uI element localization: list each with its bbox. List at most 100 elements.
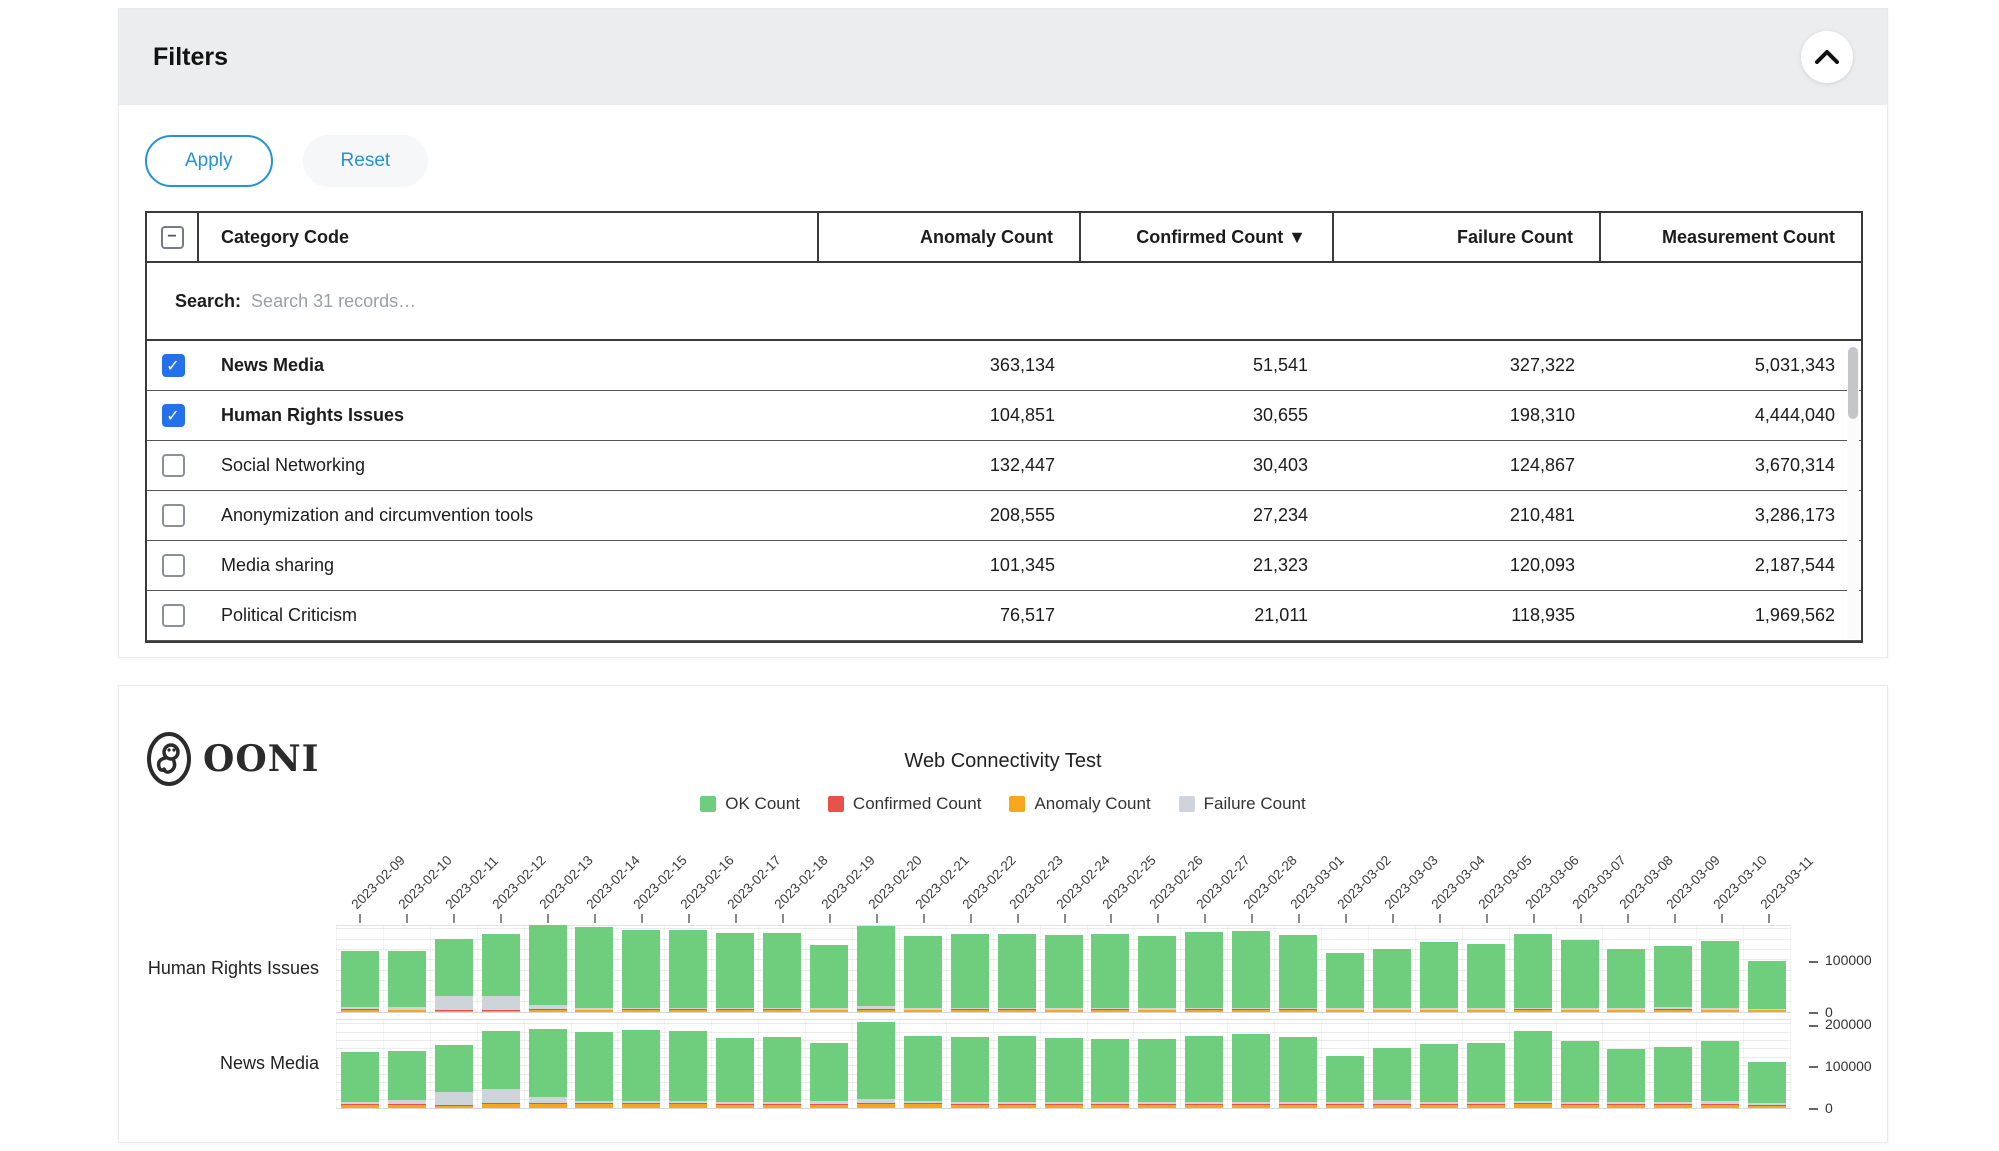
confirmed-cell: 21,323: [1081, 555, 1334, 576]
legend-item-confirmed-count[interactable]: Confirmed Count: [828, 794, 982, 814]
bar-segment-ok-count: [1561, 940, 1599, 1009]
x-tickmark: [970, 914, 972, 923]
legend-label: Anomaly Count: [1034, 794, 1150, 814]
stacked-bar: [1561, 940, 1599, 1012]
row-checkbox[interactable]: [162, 454, 185, 477]
bar-segment-ok-count: [1373, 1048, 1411, 1100]
column-header-failure-count[interactable]: Failure Count: [1334, 213, 1601, 261]
legend-item-ok-count[interactable]: OK Count: [700, 794, 800, 814]
bar-slot: [853, 1020, 900, 1108]
stacked-bar: [1045, 1038, 1083, 1108]
bar-segment-anomaly-count: [341, 1010, 379, 1012]
stacked-bar: [1185, 1036, 1223, 1108]
x-tickmark: [1721, 914, 1723, 923]
anomaly-cell: 132,447: [819, 455, 1081, 476]
bar-slot: [1275, 926, 1322, 1012]
collapse-filters-button[interactable]: [1801, 31, 1853, 83]
x-tickmark: [829, 914, 831, 923]
confirmed-cell: 21,011: [1081, 605, 1334, 626]
subplot-human-rights-issues: [336, 925, 1791, 1013]
bar-segment-ok-count: [1185, 932, 1223, 1008]
search-input[interactable]: [251, 291, 851, 312]
bar-slot: [384, 1020, 431, 1108]
row-checkbox[interactable]: [162, 504, 185, 527]
stacked-bar: [1326, 953, 1364, 1012]
x-tickmark: [735, 914, 737, 923]
bar-slot: [806, 926, 853, 1012]
row-checkbox[interactable]: ✓: [162, 404, 185, 427]
row-checkbox[interactable]: ✓: [162, 354, 185, 377]
x-tickmark: [547, 914, 549, 923]
column-header-confirmed-count[interactable]: Confirmed Count ▼: [1081, 213, 1334, 261]
bar-segment-ok-count: [904, 936, 942, 1008]
chart-legend: OK Count Confirmed Count Anomaly Count Fail…: [119, 794, 1887, 814]
bar-segment-ok-count: [482, 934, 520, 996]
column-header-measurement-count[interactable]: Measurement Count: [1601, 213, 1861, 261]
bar-slot: [1275, 1020, 1322, 1108]
bar-segment-anomaly-count: [998, 1105, 1036, 1108]
bar-slot: [1463, 926, 1510, 1012]
bar-segment-anomaly-count: [1045, 1010, 1083, 1012]
bar-segment-ok-count: [575, 1032, 613, 1101]
bar-segment-anomaly-count: [575, 1010, 613, 1012]
bar-segment-anomaly-count: [529, 1104, 567, 1108]
measurement-cell: 3,286,173: [1601, 505, 1861, 526]
bar-segment-anomaly-count: [1514, 1104, 1552, 1108]
stacked-bar: [716, 1038, 754, 1108]
bar-segment-anomaly-count: [1232, 1105, 1270, 1108]
bar-segment-ok-count: [1467, 944, 1505, 1008]
bar-segment-anomaly-count: [1701, 1105, 1739, 1108]
bar-slot: [1744, 926, 1791, 1012]
x-tickmark: [1439, 914, 1441, 923]
bar-segment-ok-count: [998, 934, 1036, 1008]
bar-segment-ok-count: [1373, 949, 1411, 1009]
category-cell: Media sharing: [199, 555, 819, 576]
stacked-bar: [1420, 1044, 1458, 1108]
column-header-anomaly-count[interactable]: Anomaly Count: [819, 213, 1081, 261]
legend-item-failure-count[interactable]: Failure Count: [1179, 794, 1306, 814]
bar-segment-ok-count: [810, 945, 848, 1009]
row-checkbox[interactable]: [162, 604, 185, 627]
stacked-bar: [951, 934, 989, 1012]
stacked-bar: [529, 1029, 567, 1108]
stacked-bar: [1138, 936, 1176, 1012]
bar-segment-anomaly-count: [1185, 1010, 1223, 1012]
legend-item-anomaly-count[interactable]: Anomaly Count: [1009, 794, 1150, 814]
stacked-bar: [998, 934, 1036, 1012]
table-header-row: −Category CodeAnomaly CountConfirmed Cou…: [147, 213, 1861, 263]
bar-segment-anomaly-count: [1748, 1106, 1786, 1109]
anomaly-cell: 104,851: [819, 405, 1081, 426]
measurement-cell: 5,031,343: [1601, 355, 1861, 376]
bar-segment-ok-count: [857, 1022, 895, 1099]
apply-button[interactable]: Apply: [145, 135, 273, 187]
bar-slot: [1228, 1020, 1275, 1108]
stacked-bar: [1373, 1048, 1411, 1108]
bar-slot: [994, 926, 1041, 1012]
stacked-bar: [669, 1031, 707, 1108]
table-scrollbar-thumb[interactable]: [1848, 347, 1858, 419]
table-row: ✓News Media363,13451,541327,3225,031,343: [147, 341, 1861, 391]
bar-segment-ok-count: [1561, 1041, 1599, 1102]
bar-segment-ok-count: [1607, 949, 1645, 1008]
bar-segment-anomaly-count: [1279, 1010, 1317, 1012]
x-tickmark: [1533, 914, 1535, 923]
x-tickmark: [500, 914, 502, 923]
x-tickmark: [641, 914, 643, 923]
bar-segment-ok-count: [1748, 961, 1786, 1009]
bar-segment-anomaly-count: [1748, 1010, 1786, 1012]
stacked-bar: [810, 1043, 848, 1108]
category-cell: Human Rights Issues: [199, 405, 819, 426]
x-tickmark: [594, 914, 596, 923]
bar-segment-ok-count: [669, 930, 707, 1008]
column-header-category-code[interactable]: Category Code: [199, 213, 819, 261]
bar-segment-anomaly-count: [1045, 1105, 1083, 1108]
reset-button[interactable]: Reset: [303, 135, 429, 187]
bar-segment-anomaly-count: [1654, 1105, 1692, 1108]
select-all-checkbox[interactable]: −: [161, 226, 184, 249]
x-tickmark: [1345, 914, 1347, 923]
bar-slot: [384, 926, 431, 1012]
row-checkbox[interactable]: [162, 554, 185, 577]
bar-segment-ok-count: [1607, 1049, 1645, 1101]
bar-segment-ok-count: [1514, 934, 1552, 1008]
y-axis-tick: 100000: [1809, 952, 1872, 968]
